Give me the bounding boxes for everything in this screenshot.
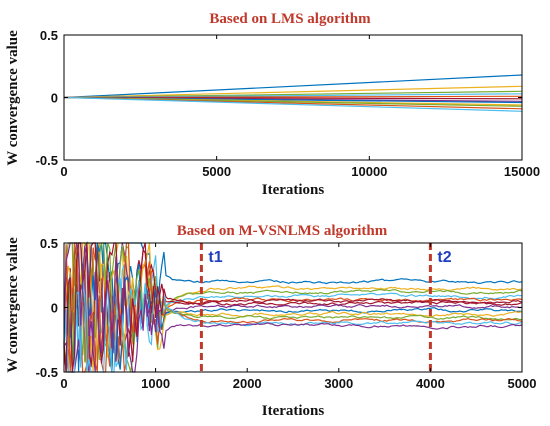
x-tick-label: 4000 <box>416 376 445 391</box>
chart-title: Based on LMS algorithm <box>209 11 371 27</box>
y-tick-label: -0.5 <box>36 153 58 168</box>
series-layer <box>63 241 523 373</box>
series-line-5 <box>63 242 523 368</box>
series-line-11 <box>63 96 523 112</box>
x-tick-label: 1000 <box>141 376 170 391</box>
chart-title: Based on M-VSNLMS algorithm <box>177 223 388 239</box>
marker-label-t2: t2 <box>437 249 451 266</box>
x-axis-label: Iterations <box>262 403 325 419</box>
x-tick-label: 5000 <box>202 164 231 179</box>
x-tick-label: 2000 <box>233 376 262 391</box>
y-tick-label: 0.5 <box>40 28 58 43</box>
lms-chart: Based on LMS algorithm 0 5000 10000 15000 0.… <box>5 11 540 198</box>
series-line-12 <box>63 242 523 373</box>
series-line-13 <box>63 242 523 373</box>
y-tick-label: 0 <box>51 301 58 316</box>
marker-layer: t1 t2 <box>199 243 452 372</box>
series-line-1 <box>63 85 523 99</box>
series-layer <box>63 74 523 112</box>
x-tick-label: 5000 <box>508 376 537 391</box>
m-vsnlms-chart: Based on M-VSNLMS algorithm t1 t2 0 1000 20… <box>5 223 536 419</box>
x-axis-label: Iterations <box>262 182 325 198</box>
y-axis-label: W convergence value <box>5 237 21 373</box>
y-tick-label: -0.5 <box>36 365 58 380</box>
y-tick-label: 0.5 <box>40 236 58 251</box>
series-line-7 <box>63 241 523 373</box>
marker-label-t1: t1 <box>208 249 222 266</box>
y-axis-label: W convergence value <box>5 30 21 166</box>
x-tick-label: 10000 <box>351 164 387 179</box>
x-tick-label: 0 <box>60 376 67 391</box>
y-tick-label: 0 <box>51 91 58 106</box>
x-tick-label: 0 <box>60 164 67 179</box>
x-tick-label: 15000 <box>504 164 540 179</box>
series-line-0 <box>63 74 523 99</box>
x-tick-label: 3000 <box>324 376 353 391</box>
